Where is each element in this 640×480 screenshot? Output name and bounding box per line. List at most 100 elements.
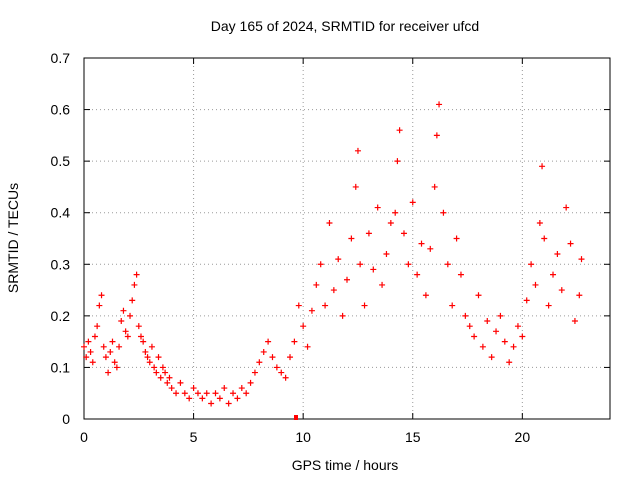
data-point (153, 369, 160, 376)
data-point (151, 364, 158, 371)
data-point (436, 101, 443, 108)
data-point (431, 183, 438, 190)
data-point (497, 312, 504, 319)
data-point (221, 385, 228, 392)
x-tick-label: 15 (405, 429, 421, 445)
data-point (129, 297, 136, 304)
data-point (528, 261, 535, 268)
data-point (98, 292, 105, 299)
data-point (186, 395, 193, 402)
y-tick-label: 0.1 (51, 359, 71, 375)
data-point (348, 235, 355, 242)
data-point (124, 333, 131, 340)
data-point (133, 271, 140, 278)
x-tick-label: 20 (515, 429, 531, 445)
data-point (545, 302, 552, 309)
data-point (444, 261, 451, 268)
data-point (159, 364, 166, 371)
data-point (148, 343, 155, 350)
data-point (251, 369, 258, 376)
data-point (81, 343, 87, 350)
data-point (216, 395, 223, 402)
data-point (317, 261, 324, 268)
chart-title: Day 165 of 2024, SRMTID for receiver ufc… (211, 18, 479, 34)
data-point (269, 354, 276, 361)
data-point (260, 348, 267, 355)
data-point (422, 292, 429, 299)
data-point (300, 323, 307, 330)
data-point (523, 297, 530, 304)
data-point (339, 312, 346, 319)
data-point (330, 287, 337, 294)
data-point (394, 158, 401, 165)
data-point (291, 338, 298, 345)
data-point (453, 235, 460, 242)
data-point (571, 318, 578, 325)
data-point (414, 271, 421, 278)
data-point (344, 276, 350, 283)
data-point (433, 132, 440, 139)
data-point (563, 204, 570, 211)
outlier-marker (294, 415, 298, 420)
data-point (247, 379, 254, 386)
data-point (107, 348, 114, 355)
data-point (120, 307, 127, 314)
data-point (278, 369, 285, 376)
data-point (484, 318, 491, 325)
data-point (510, 343, 517, 350)
data-point (387, 220, 394, 227)
y-tick-label: 0.2 (51, 308, 71, 324)
data-point (519, 333, 526, 340)
data-point (488, 354, 495, 361)
data-point (146, 359, 153, 366)
data-point (532, 281, 539, 288)
data-point (203, 390, 210, 397)
data-point (208, 400, 215, 407)
data-point (113, 364, 120, 371)
data-point (100, 343, 107, 350)
y-axis-label: SRMTID / TECUs (5, 183, 21, 293)
data-point (440, 209, 447, 216)
data-point (558, 287, 565, 294)
data-point (396, 127, 403, 134)
data-point (144, 354, 151, 361)
data-point (177, 379, 184, 386)
data-point (243, 390, 250, 397)
data-point (91, 333, 98, 340)
data-point (194, 390, 201, 397)
data-point (326, 220, 333, 227)
y-tick-label: 0.4 (51, 205, 71, 221)
x-tick-label: 5 (190, 429, 198, 445)
data-point (365, 230, 372, 237)
data-point (287, 354, 294, 361)
data-point (230, 390, 237, 397)
y-tick-label: 0.7 (51, 50, 71, 66)
y-tick-label: 0.5 (51, 153, 71, 169)
data-point (164, 379, 171, 386)
data-point (85, 338, 92, 345)
data-point (142, 348, 149, 355)
data-point (567, 240, 574, 247)
data-point (475, 292, 482, 299)
data-point (322, 302, 329, 309)
data-point (471, 333, 478, 340)
data-point (168, 385, 175, 392)
data-point (109, 338, 116, 345)
data-point (111, 359, 118, 366)
data-point (418, 240, 425, 247)
y-tick-label: 0.6 (51, 102, 71, 118)
data-point (550, 271, 557, 278)
data-point (166, 374, 173, 381)
data-point (462, 312, 469, 319)
data-point (162, 369, 169, 376)
data-point (514, 323, 521, 330)
data-point (127, 312, 134, 319)
data-point (361, 302, 368, 309)
data-point (449, 302, 456, 309)
data-point (155, 354, 162, 361)
data-point (83, 354, 90, 361)
data-point (374, 204, 381, 211)
data-point (354, 147, 361, 154)
data-point (181, 390, 188, 397)
data-point (256, 359, 263, 366)
